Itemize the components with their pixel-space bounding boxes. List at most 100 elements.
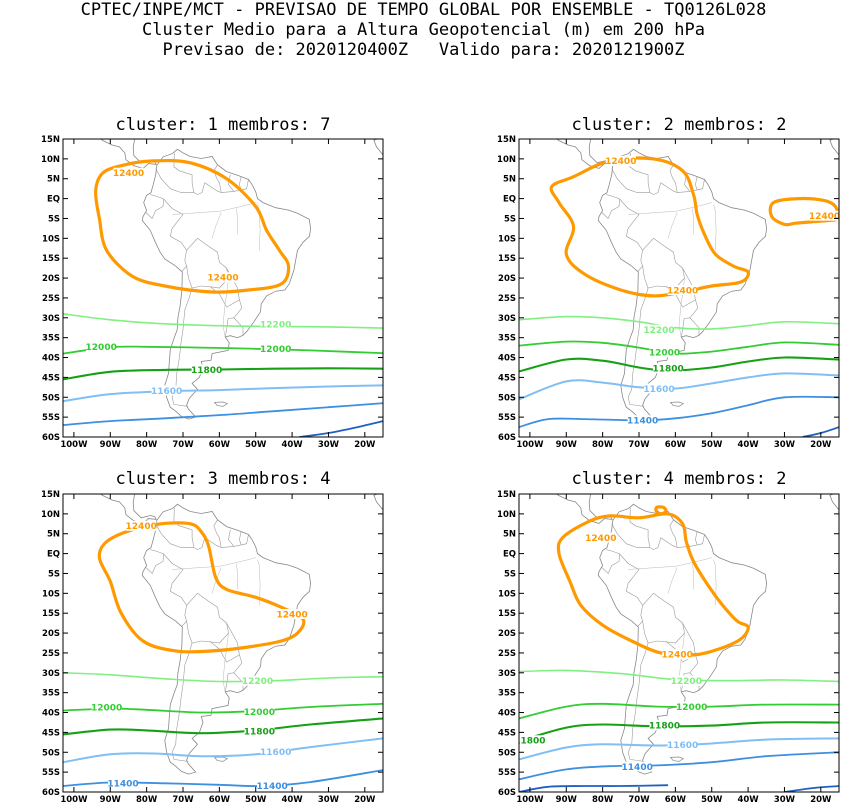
lon-label: 60W: [665, 440, 687, 450]
map-frame: [518, 138, 840, 438]
falklands-outline: [213, 401, 229, 407]
lon-label: 80W: [136, 795, 158, 803]
contour-label-bg: [662, 649, 693, 660]
contour-label-bg: [809, 210, 839, 221]
country-border: [228, 174, 235, 192]
country-border: [163, 198, 187, 272]
lat-label: 10S: [498, 589, 516, 599]
panel-title: cluster: 3 membros: 4: [116, 469, 331, 489]
river-line: [211, 212, 222, 239]
country-border: [642, 592, 685, 644]
contour-label: 12200: [643, 326, 674, 336]
lat-label: 15S: [498, 609, 516, 619]
falklands-outline: [669, 756, 685, 762]
lon-label: 100W: [60, 440, 88, 450]
country-border: [619, 198, 643, 272]
contour-line-11200: [784, 785, 839, 792]
contour-label-bg: [649, 720, 680, 731]
lat-label: 5S: [504, 214, 516, 224]
lon-label: 20W: [354, 440, 376, 450]
contour-label-bg: [191, 364, 222, 375]
contour-label: 12400: [585, 534, 616, 544]
lon-label: 80W: [592, 795, 614, 803]
lat-label: 40S: [498, 709, 516, 719]
contour-line-12200: [63, 672, 383, 683]
country-border: [611, 152, 651, 193]
lon-label: 40W: [737, 795, 759, 803]
contour-label: 12000: [91, 704, 122, 714]
contour-label-bg: [260, 343, 291, 354]
contour-line-11800: [63, 717, 383, 736]
contour-label: 11600: [667, 741, 698, 751]
contour-label: 12200: [242, 677, 273, 687]
coastline-central-america: [100, 139, 157, 169]
river-line: [667, 567, 678, 594]
lat-label: 45S: [42, 373, 60, 383]
country-border: [695, 175, 698, 190]
lon-label: 70W: [628, 795, 650, 803]
lon-label: 100W: [60, 795, 88, 803]
lat-label: 55S: [498, 413, 516, 423]
contour-label: 11400: [107, 780, 138, 790]
lat-label: 35S: [498, 689, 516, 699]
contour-label: 12400: [809, 212, 840, 222]
contour-label: 12000: [676, 703, 707, 713]
lon-label: 20W: [810, 795, 832, 803]
river-line: [628, 557, 712, 570]
river-line: [222, 278, 229, 337]
lon-label: 30W: [318, 440, 340, 450]
lon-label: 60W: [209, 440, 231, 450]
map-content: 12400 12400 12400 12200 12000 11800 11600 11400: [519, 139, 840, 437]
river-line: [257, 559, 261, 606]
contour-label-bg: [667, 285, 698, 295]
contour-label: 11400: [622, 763, 653, 773]
lat-label: 5S: [48, 214, 60, 224]
lat-label: 20S: [42, 274, 60, 284]
lat-label: 40S: [498, 354, 516, 364]
panel-title: cluster: 1 membros: 7: [116, 115, 331, 135]
lat-label: 30S: [42, 669, 60, 679]
lat-label: 60S: [498, 433, 516, 443]
country-border: [677, 534, 705, 548]
coastline-south-america: [141, 503, 312, 775]
coastline-africa: [373, 494, 383, 511]
lat-label: 60S: [42, 788, 60, 798]
lat-label: 55S: [42, 413, 60, 423]
country-border: [689, 299, 700, 336]
lat-label: 40S: [42, 709, 60, 719]
coastline-central-america: [100, 494, 157, 524]
lat-label: 20S: [42, 629, 60, 639]
contour-label-bg: [277, 609, 308, 619]
contour-label: 12200: [260, 321, 291, 331]
contour-label: 11600: [151, 387, 182, 397]
country-border: [239, 530, 242, 545]
lon-label: 40W: [737, 440, 759, 450]
contour-label: 12400: [276, 610, 307, 620]
country-border: [649, 182, 678, 195]
country-border: [619, 553, 643, 627]
coastline-south-america: [141, 148, 312, 420]
lon-label: 100W: [516, 440, 544, 450]
lat-label: 5N: [47, 530, 60, 540]
contour-label: 11800: [191, 366, 222, 376]
contour-label-bg: [260, 746, 291, 757]
contour-label-bg: [260, 319, 291, 330]
contour-line-12200: [63, 313, 383, 329]
lon-label: 30W: [774, 795, 796, 803]
lon-label: 20W: [810, 440, 832, 450]
river-line: [172, 557, 256, 570]
lat-label: 50S: [42, 748, 60, 758]
falklands-outline: [669, 401, 685, 407]
contour-label: 12000: [244, 708, 275, 718]
lat-label: 55S: [42, 768, 60, 778]
lat-label: 10N: [41, 155, 60, 165]
contour-label-bg: [667, 739, 698, 750]
lon-label: 90W: [100, 440, 122, 450]
contour-label-bg: [671, 675, 702, 686]
lat-label: EQ: [47, 195, 60, 205]
map-content: 12400 12400 12200 12000 11800 11800 11600 11400: [519, 494, 839, 792]
lat-label: 35S: [42, 689, 60, 699]
contour-line-11600: [63, 737, 383, 764]
contour-label: 12400: [662, 650, 693, 660]
contour-label-bg: [91, 702, 122, 713]
